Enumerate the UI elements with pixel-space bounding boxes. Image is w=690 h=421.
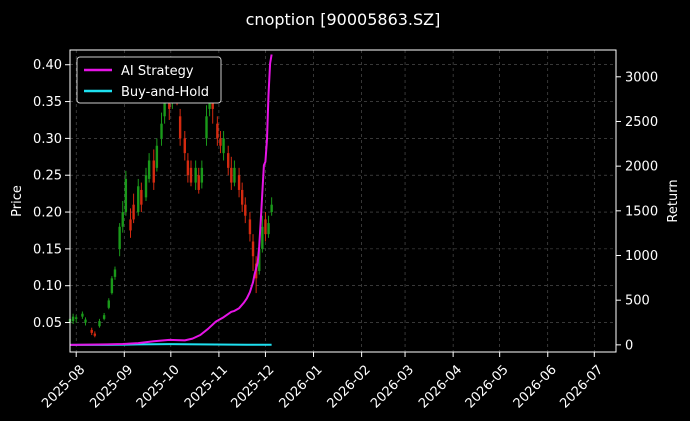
candle-body (137, 186, 140, 213)
candle-body (222, 138, 225, 154)
candle-body (230, 167, 233, 183)
legend-label-ai-strategy: AI Strategy (121, 64, 194, 79)
y-right-tick-label: 500 (625, 294, 650, 309)
candles-layer (68, 68, 273, 338)
candle-body (110, 278, 114, 294)
y-axis-left: 0.05 0.10 0.15 0.20 0.25 0.30 0.35 0.40 (33, 58, 70, 331)
candle-body (90, 329, 93, 333)
ai-strategy-line (69, 54, 273, 346)
candle-body (237, 175, 241, 190)
candle-body (75, 317, 78, 319)
candle-body (129, 219, 132, 231)
candle-body (197, 175, 200, 190)
y-right-tick-label: 1500 (625, 204, 658, 219)
chart-title: cnoption [90005863.SZ] (246, 10, 441, 29)
y-right-tick-label: 2500 (625, 115, 658, 130)
legend-label-buy-and-hold: Buy-and-Hold (121, 85, 209, 100)
candle-body (227, 153, 230, 168)
candle-body (194, 167, 197, 183)
candle-body (121, 212, 124, 227)
y-right-tick-label: 1000 (625, 249, 658, 264)
candle-body (200, 167, 204, 183)
candle-body (219, 138, 222, 146)
candle-body (93, 333, 97, 336)
y-right-tick-label: 0 (625, 338, 633, 353)
candle-body (152, 160, 155, 183)
candle-body (163, 94, 166, 117)
y-left-tick-label: 0.40 (33, 58, 62, 73)
candle-body (113, 269, 117, 277)
candle-body (178, 116, 182, 139)
candle-body (118, 226, 121, 249)
candle-body (270, 204, 273, 213)
candle-body (240, 189, 244, 205)
candle-body (84, 319, 87, 323)
y-axis-left-label: Price (10, 185, 25, 217)
candle-body (147, 160, 151, 179)
candle-body (261, 226, 264, 249)
candle-body (189, 167, 193, 183)
candle-body (98, 321, 101, 327)
candle-body (258, 248, 261, 271)
candle-body (267, 223, 270, 235)
candle-body (124, 178, 128, 213)
y-left-tick-label: 0.35 (33, 95, 62, 110)
candle-body (160, 123, 163, 139)
candle-body (102, 315, 106, 319)
y-left-tick-label: 0.30 (33, 132, 62, 147)
y-left-tick-label: 0.05 (33, 316, 62, 331)
candle-body (144, 175, 148, 198)
candle-body (186, 160, 190, 176)
candle-body (264, 219, 267, 235)
y-left-tick-label: 0.15 (33, 242, 62, 257)
candle-body (140, 189, 143, 205)
plot-frame (69, 49, 617, 353)
y-left-tick-label: 0.25 (33, 169, 62, 184)
y-axis-right: 0 500 1000 1500 2000 2500 3000 (616, 70, 658, 353)
candle-body (244, 204, 247, 216)
y-left-tick-label: 0.20 (33, 206, 62, 221)
candle-body (155, 145, 159, 168)
candle-body (107, 300, 110, 308)
candle-body (251, 241, 255, 257)
y-right-tick-label: 2000 (625, 160, 658, 175)
series-layer (69, 54, 273, 346)
legend: AI Strategy Buy-and-Hold (76, 56, 222, 104)
y-right-tick-label: 3000 (625, 70, 658, 85)
y-axis-right-label: Return (666, 179, 681, 222)
candle-body (132, 204, 135, 220)
candle-body (248, 219, 252, 235)
candle-body (71, 316, 75, 322)
candle-body (216, 123, 219, 139)
legend-box (76, 56, 222, 104)
candle-body (183, 138, 186, 154)
candle-body (81, 313, 84, 317)
candle-body (205, 116, 208, 139)
y-left-tick-label: 0.10 (33, 279, 62, 294)
candle-body (233, 167, 236, 183)
